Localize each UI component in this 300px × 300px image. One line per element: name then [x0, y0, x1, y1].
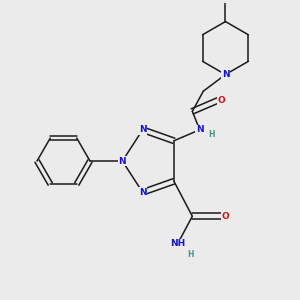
Text: N: N [139, 125, 146, 134]
Text: N: N [139, 188, 146, 197]
Text: N: N [118, 157, 126, 166]
Text: NH: NH [170, 239, 185, 248]
Text: N: N [196, 125, 203, 134]
Text: H: H [208, 130, 215, 139]
Text: O: O [218, 96, 226, 105]
Text: O: O [222, 212, 229, 221]
Text: N: N [222, 70, 229, 79]
Text: H: H [187, 250, 194, 260]
